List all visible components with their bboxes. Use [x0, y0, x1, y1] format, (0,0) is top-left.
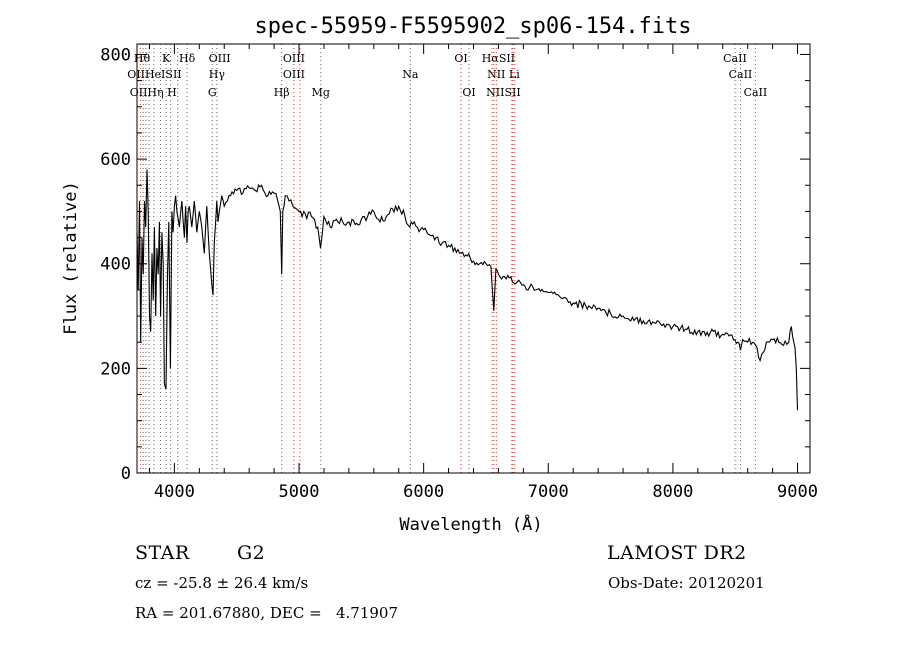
- spectrum-line: [136, 169, 799, 411]
- spectral-line-label: G: [208, 86, 217, 99]
- y-tick-label: 0: [121, 464, 131, 484]
- x-tick-label: 8000: [652, 482, 693, 502]
- spectral-line-label: OIII: [209, 52, 231, 65]
- object-class: STAR: [135, 542, 190, 564]
- spectral-line-label: OIIHη H: [130, 86, 177, 99]
- spectral-line-label: CaII: [723, 52, 747, 65]
- spectral-line-label: Hβ: [274, 86, 290, 99]
- spectral-line-labels: Hθ K Hδ OIII OIII OI HαSII CaII OIIHeISII Hγ OIII N…: [127, 52, 767, 99]
- y-tick-label: 200: [100, 359, 131, 379]
- spectral-line-markers: [139, 44, 756, 473]
- spectral-line-label: OI: [454, 52, 467, 65]
- plot-frame: [136, 43, 811, 474]
- spectral-line-label: HαSII: [482, 52, 515, 65]
- spectral-line-label: CaII: [729, 68, 753, 81]
- y-tick-label: 600: [100, 150, 131, 170]
- chart-title: spec-55959-F5595902_sp06-154.fits: [254, 14, 691, 39]
- spectral-line-label: CaII: [744, 86, 768, 99]
- obs-date: Obs-Date: 20120201: [608, 574, 765, 592]
- coordinates: RA = 201.67880, DEC = 4.71907: [135, 604, 399, 622]
- spectral-line-label: OIII: [283, 52, 305, 65]
- spectral-line-label: Mg: [312, 86, 330, 99]
- spectral-line-label: OIIHeISII: [127, 68, 181, 81]
- data-release: LAMOST DR2: [607, 542, 747, 564]
- spectral-line-label: Hγ: [209, 68, 226, 81]
- x-tick-label: 9000: [777, 482, 818, 502]
- spectral-line-label: K: [162, 52, 171, 65]
- spectral-line-label: Hδ: [179, 52, 196, 65]
- x-tick-label: 6000: [403, 482, 444, 502]
- spectral-line-label: NII Li: [487, 68, 520, 81]
- x-tick-label: 7000: [528, 482, 569, 502]
- spectral-line-label: OIII: [283, 68, 305, 81]
- redshift-readout: cz = -25.8 ± 26.4 km/s: [135, 574, 309, 592]
- spectral-line-label: OI: [462, 86, 475, 99]
- x-tick-label: 5000: [279, 482, 320, 502]
- y-tick-label: 400: [100, 255, 131, 275]
- spectral-line-label: NIISII: [486, 86, 521, 99]
- y-axis-label: Flux (relative): [61, 181, 81, 335]
- spectral-line-label: Hθ: [134, 52, 151, 65]
- x-tick-label: 4000: [154, 482, 195, 502]
- axis-ticks: 4000 5000 6000 7000 8000 9000 0 200 400 600 800: [100, 44, 818, 502]
- spectral-line-label: Na: [402, 68, 419, 81]
- x-axis-label: Wavelength (Å): [399, 513, 542, 535]
- y-tick-label: 800: [100, 45, 131, 65]
- subclass: G2: [237, 542, 266, 564]
